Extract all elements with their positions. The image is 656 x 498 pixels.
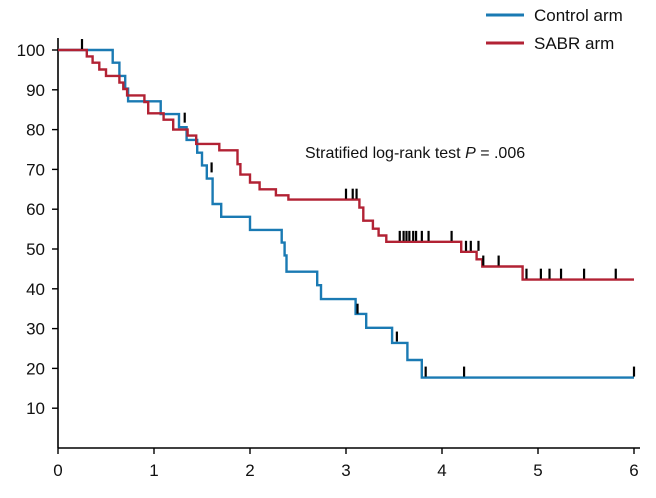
axes: 10 20 30 40 50 60 70 80 90 100 0 1 2 3 4 5 6 xyxy=(17,38,640,480)
y-tick-label: 40 xyxy=(26,280,45,299)
x-tick-label: 6 xyxy=(629,461,638,480)
x-tick-label: 5 xyxy=(533,461,542,480)
x-tick-label: 1 xyxy=(149,461,158,480)
y-tick-label: 20 xyxy=(26,359,45,378)
legend-label-sabr: SABR arm xyxy=(534,34,614,53)
y-tick-label: 30 xyxy=(26,320,45,339)
y-tick-label: 50 xyxy=(26,240,45,259)
y-tick-label: 80 xyxy=(26,121,45,140)
y-tick-label: 90 xyxy=(26,81,45,100)
x-tick-label: 3 xyxy=(341,461,350,480)
x-tick-label: 0 xyxy=(53,461,62,480)
logrank-annotation: Stratified log-rank test P = .006 xyxy=(305,145,525,162)
legend: Control arm SABR arm xyxy=(486,6,623,53)
series-line-control xyxy=(58,48,634,379)
y-tick-label: 100 xyxy=(17,41,45,60)
y-tick-label: 60 xyxy=(26,200,45,219)
x-tick-label: 2 xyxy=(245,461,254,480)
series-line-sabr xyxy=(58,48,634,281)
plot-area xyxy=(58,39,636,379)
y-tick-label: 10 xyxy=(26,399,45,418)
legend-label-control: Control arm xyxy=(534,6,623,25)
y-tick-label: 70 xyxy=(26,160,45,179)
x-tick-label: 4 xyxy=(437,461,446,480)
